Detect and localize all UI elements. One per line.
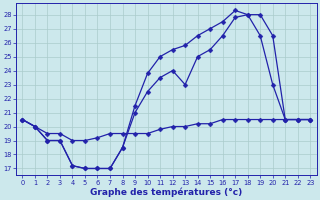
X-axis label: Graphe des températures (°c): Graphe des températures (°c) [90, 187, 243, 197]
